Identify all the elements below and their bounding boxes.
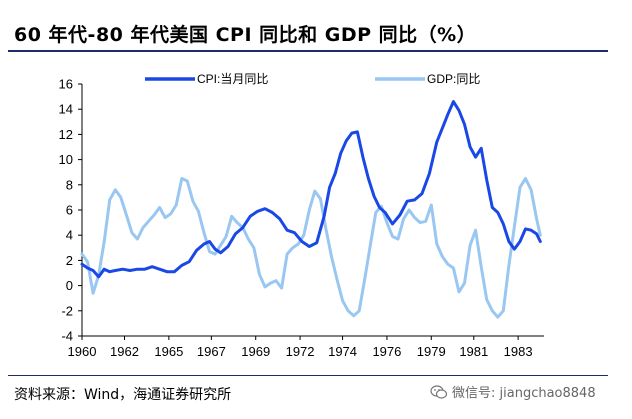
x-tick-label: 1981 xyxy=(459,344,488,359)
watermark: 微信号: jiangchao8848 xyxy=(430,382,596,401)
y-tick-label: -2 xyxy=(61,303,73,318)
x-tick-label: 1972 xyxy=(286,344,315,359)
y-tick-label: 6 xyxy=(66,203,73,218)
y-tick-label: 2 xyxy=(66,253,73,268)
series-layer xyxy=(80,100,542,319)
chart-axes: -4 -2 0 2 4 6 8 10 12 14 16 1960 1962 1965 1967 1969 197… xyxy=(59,77,544,359)
x-tick-label: 1960 xyxy=(68,344,97,359)
y-tick-label: 10 xyxy=(59,152,73,167)
x-tick-label: 1969 xyxy=(241,344,270,359)
x-tick-label: 1979 xyxy=(417,344,446,359)
x-tick-label: 1962 xyxy=(110,344,139,359)
y-tick-label: 8 xyxy=(66,177,73,192)
y-tick-label: 14 xyxy=(59,102,73,117)
x-tick-label: 1983 xyxy=(504,344,533,359)
y-tick-label: 12 xyxy=(59,127,73,142)
watermark-text: 微信号: jiangchao8848 xyxy=(452,386,596,401)
wechat-icon xyxy=(430,384,448,399)
source-divider xyxy=(8,375,608,376)
y-tick-label: 16 xyxy=(59,77,73,92)
x-tick-label: 1974 xyxy=(328,344,357,359)
source-note: 资料来源：Wind，海通证券研究所 xyxy=(14,387,232,403)
y-tick-label: 4 xyxy=(66,228,73,243)
y-tick-label: 0 xyxy=(66,278,73,293)
legend-label-gdp: GDP:同比 xyxy=(427,72,480,86)
y-tick-label: -4 xyxy=(61,329,73,344)
gdp-series-line xyxy=(80,177,542,319)
x-tick-label: 1965 xyxy=(154,344,183,359)
title-divider xyxy=(8,50,608,52)
line-chart: -4 -2 0 2 4 6 8 10 12 14 16 1960 1962 1965 1967 1969 197… xyxy=(59,72,544,359)
chart-legend: CPI:当月同比 GDP:同比 xyxy=(145,72,480,86)
x-tick-label: 1967 xyxy=(197,344,226,359)
legend-label-cpi: CPI:当月同比 xyxy=(197,72,268,86)
cpi-series-line xyxy=(80,100,542,279)
x-tick-label: 1976 xyxy=(372,344,401,359)
page-title: 60 年代-80 年代美国 CPI 同比和 GDP 同比（%） xyxy=(14,24,477,46)
